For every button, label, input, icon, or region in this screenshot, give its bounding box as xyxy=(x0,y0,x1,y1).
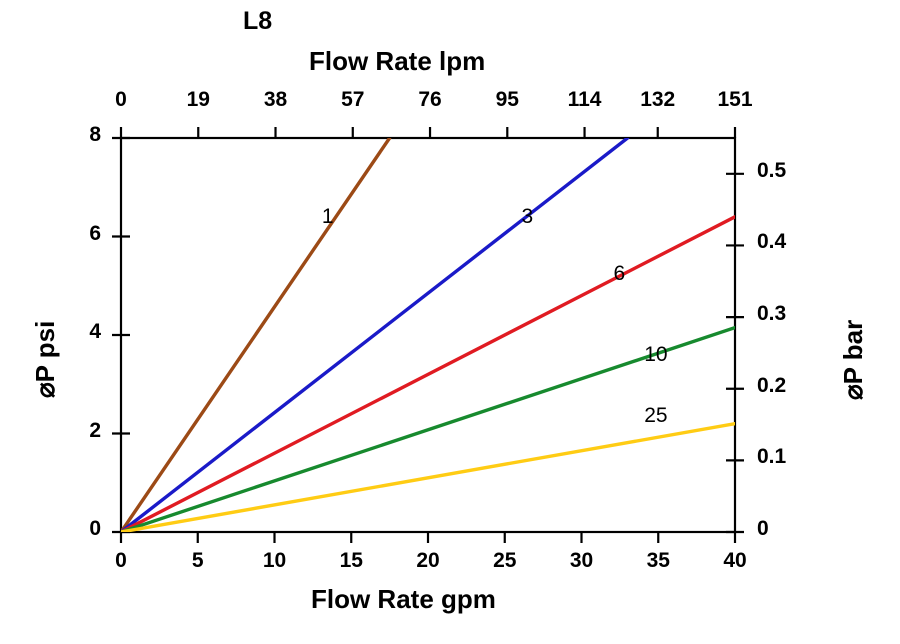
x-tick-label-bottom: 25 xyxy=(493,549,517,572)
series-line-25 xyxy=(121,421,735,532)
y-tick-label-left: 8 xyxy=(89,123,101,146)
series-label-25: 25 xyxy=(644,403,668,427)
bottom-axis-title: Flow Rate gpm xyxy=(311,584,496,614)
series-group xyxy=(121,138,735,532)
series-label-3: 3 xyxy=(521,205,534,229)
x-tick-label-bottom: 30 xyxy=(569,549,594,572)
x-tick-label-bottom: 10 xyxy=(262,549,287,572)
y-tick-label-right: 0.2 xyxy=(757,373,787,397)
series-line-1 xyxy=(121,138,392,532)
y-tick-label-left: 6 xyxy=(89,221,101,245)
chart-title: L8 xyxy=(243,7,273,35)
y-tick-label-right: 0 xyxy=(757,517,769,540)
y-tick-label-right: 0.3 xyxy=(757,302,787,326)
x-tick-label-bottom: 15 xyxy=(339,549,363,572)
y-tick-label-left: 0 xyxy=(89,517,101,540)
series-label-10: 10 xyxy=(644,343,668,367)
series-line-10 xyxy=(121,325,735,532)
series-line-6 xyxy=(121,215,735,532)
x-tick-label-top: 114 xyxy=(567,88,602,111)
x-tick-label-top: 57 xyxy=(341,88,365,111)
x-tick-label-top: 38 xyxy=(263,88,288,111)
series-label-6: 6 xyxy=(613,261,626,285)
x-tick-label-top: 0 xyxy=(115,88,127,111)
y-tick-label-right: 0.4 xyxy=(757,230,787,254)
x-tick-label-bottom: 5 xyxy=(191,549,204,572)
y-tick-label-right: 0.1 xyxy=(757,445,787,469)
series-line-3 xyxy=(121,138,630,532)
x-tick-label-top: 19 xyxy=(186,88,210,111)
x-tick-label-bottom: 0 xyxy=(115,549,127,572)
x-tick-label-bottom: 40 xyxy=(723,549,747,572)
y-tick-label-left: 4 xyxy=(89,320,101,343)
x-tick-label-top: 95 xyxy=(495,88,519,111)
top-axis-title: Flow Rate lpm xyxy=(309,46,486,76)
x-tick-label-bottom: 20 xyxy=(416,549,440,572)
series-label-1: 1 xyxy=(321,205,334,229)
x-tick-label-top: 151 xyxy=(717,88,753,111)
y-tick-label-right: 0.5 xyxy=(757,158,787,182)
x-tick-label-bottom: 35 xyxy=(646,549,670,572)
x-tick-label-top: 76 xyxy=(418,88,442,111)
y-tick-label-left: 2 xyxy=(89,418,101,442)
x-tick-label-top: 132 xyxy=(640,88,676,111)
